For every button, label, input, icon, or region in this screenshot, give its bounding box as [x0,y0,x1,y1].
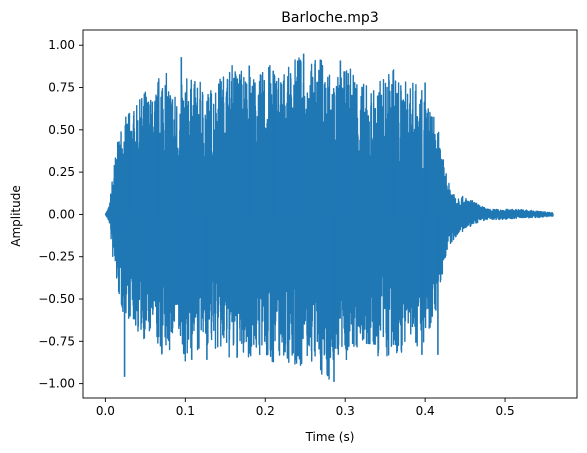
y-axis-label: Amplitude [9,185,23,247]
y-tick-label: 0.25 [48,165,75,179]
y-tick-label: 0.00 [48,207,75,221]
x-axis-label: Time (s) [305,430,355,444]
x-tick-label: 0.2 [256,404,275,418]
x-axis: 0.0 0.1 0.2 0.3 0.4 0.5 [96,398,515,418]
y-tick-label: −0.75 [38,334,75,348]
x-tick-label: 0.3 [336,404,355,418]
x-tick-label: 0.0 [96,404,115,418]
x-tick-label: 0.4 [416,404,435,418]
y-tick-label: −1.00 [38,377,75,391]
y-tick-label: 1.00 [48,38,75,52]
y-axis: 1.00 0.75 0.50 0.25 0.00 −0.25 −0.50 −0.75 −1.00 [38,38,83,391]
plot-area [104,53,554,382]
waveform-line [104,57,554,380]
y-tick-label: 0.50 [48,123,75,137]
x-tick-label: 0.5 [496,404,515,418]
y-tick-label: 0.75 [48,81,75,95]
x-tick-label: 0.1 [176,404,195,418]
y-tick-label: −0.25 [38,250,75,264]
y-tick-label: −0.50 [38,292,75,306]
chart-title: Barloche.mp3 [281,10,378,26]
